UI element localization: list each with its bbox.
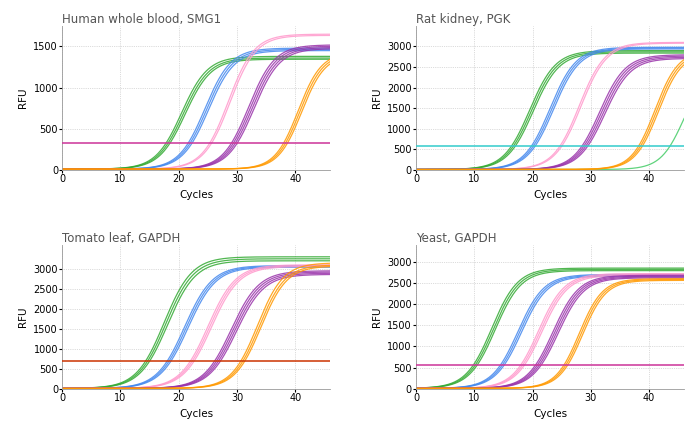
Y-axis label: RFU: RFU: [18, 88, 28, 108]
X-axis label: Cycles: Cycles: [179, 190, 214, 200]
Y-axis label: RFU: RFU: [18, 307, 28, 327]
Text: Human whole blood, SMG1: Human whole blood, SMG1: [62, 13, 221, 26]
Text: Tomato leaf, GAPDH: Tomato leaf, GAPDH: [62, 232, 180, 245]
Y-axis label: RFU: RFU: [372, 307, 381, 327]
Text: Yeast, GAPDH: Yeast, GAPDH: [416, 232, 497, 245]
Text: Rat kidney, PGK: Rat kidney, PGK: [416, 13, 511, 26]
X-axis label: Cycles: Cycles: [533, 190, 567, 200]
X-axis label: Cycles: Cycles: [533, 409, 567, 419]
X-axis label: Cycles: Cycles: [179, 409, 214, 419]
Y-axis label: RFU: RFU: [372, 88, 381, 108]
